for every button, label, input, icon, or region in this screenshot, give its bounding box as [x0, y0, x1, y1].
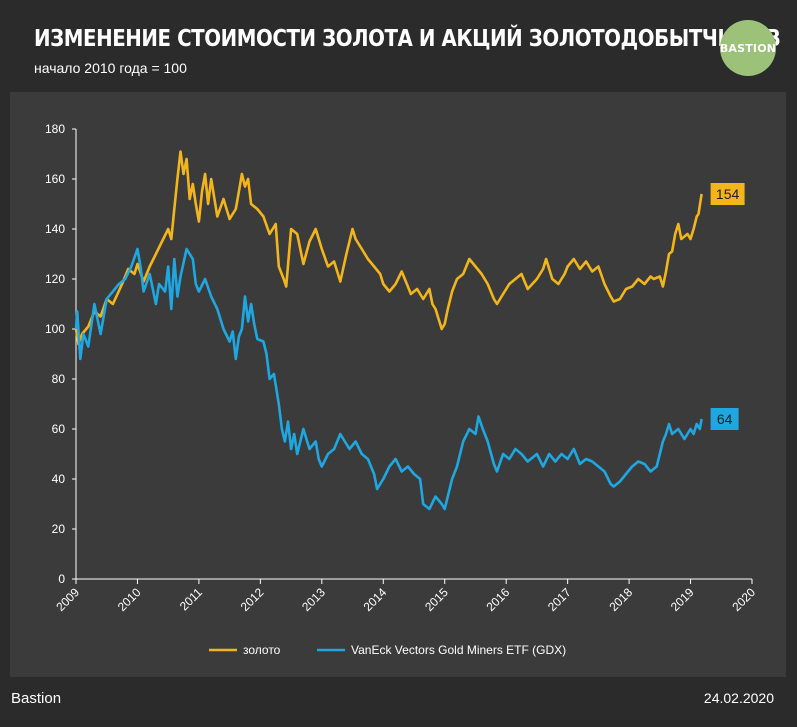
x-tick-label: 2009	[53, 585, 82, 614]
x-tick-label: 2016	[484, 585, 513, 614]
end-label-box-0	[710, 183, 745, 205]
end-labels: 154 64	[710, 183, 745, 430]
y-tick-label: 160	[45, 172, 65, 186]
legend-label-0: золото	[243, 643, 281, 657]
end-label-box-1	[710, 408, 739, 430]
x-tick-label: 2013	[299, 585, 328, 614]
x-tick-label: 2019	[668, 585, 697, 614]
y-tick-label: 60	[52, 422, 66, 436]
x-tick-label: 2014	[361, 585, 390, 614]
x-tick-label: 2012	[238, 585, 267, 614]
y-tick-label: 180	[45, 122, 65, 136]
series-line-1	[74, 247, 703, 511]
series-line-0	[74, 150, 703, 346]
axes: 0 20 40 60 80 100 120 140 160 180 2009 2010 2011 2012…	[45, 122, 758, 614]
end-label-1: 64	[717, 411, 733, 427]
footer-date: 24.02.2020	[703, 690, 774, 706]
x-tick-label: 2010	[115, 585, 144, 614]
legend: золото VanEck Vectors Gold Miners ETF (GD…	[209, 643, 566, 657]
logo-text: BASTION	[719, 41, 777, 55]
y-tick-label: 100	[45, 322, 65, 336]
y-tick-label: 140	[45, 222, 65, 236]
y-tick-label: 80	[52, 372, 66, 386]
legend-label-1: VanEck Vectors Gold Miners ETF (GDX)	[351, 643, 566, 657]
y-tick-label: 20	[52, 522, 66, 536]
y-tick-label: 120	[45, 272, 65, 286]
series-lines	[74, 150, 703, 511]
x-tick-label: 2017	[545, 585, 574, 614]
bastion-logo: BASTION	[720, 20, 776, 76]
chart-subtitle: начало 2010 года = 100	[34, 60, 187, 76]
x-tick-label: 2020	[729, 585, 758, 614]
x-tick-label: 2018	[606, 585, 635, 614]
footer-brand: Bastion	[11, 690, 62, 707]
x-tick-label: 2015	[422, 585, 451, 614]
end-label-0: 154	[716, 186, 740, 202]
y-tick-label: 0	[58, 572, 65, 586]
y-tick-label: 40	[52, 472, 66, 486]
x-tick-label: 2011	[177, 585, 205, 613]
chart-title: ИЗМЕНЕНИЕ СТОИМОСТИ ЗОЛОТА И АКЦИЙ ЗОЛОТ…	[34, 26, 781, 52]
